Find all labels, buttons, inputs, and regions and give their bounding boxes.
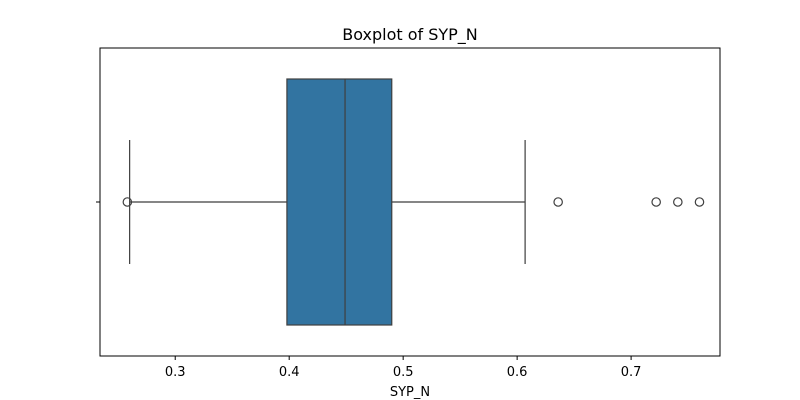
x-tick-label: 0.6 <box>507 365 528 380</box>
iqr-box <box>286 78 393 326</box>
outlier-point <box>673 197 683 207</box>
x-tick-label: 0.3 <box>165 365 186 380</box>
outlier-point <box>122 197 133 207</box>
x-tick-label: 0.5 <box>393 365 414 380</box>
outlier-point <box>694 197 705 207</box>
x-axis-label: SYP_N <box>390 385 430 400</box>
x-axis: 0.3 0.4 0.5 0.6 0.7 <box>96 201 642 380</box>
plot-area <box>122 78 705 326</box>
x-tick-label: 0.7 <box>621 365 642 380</box>
outlier-point <box>651 197 661 207</box>
x-tick-label: 0.4 <box>279 365 300 380</box>
chart-title: Boxplot of SYP_N <box>342 25 478 45</box>
outlier-point <box>553 197 563 207</box>
